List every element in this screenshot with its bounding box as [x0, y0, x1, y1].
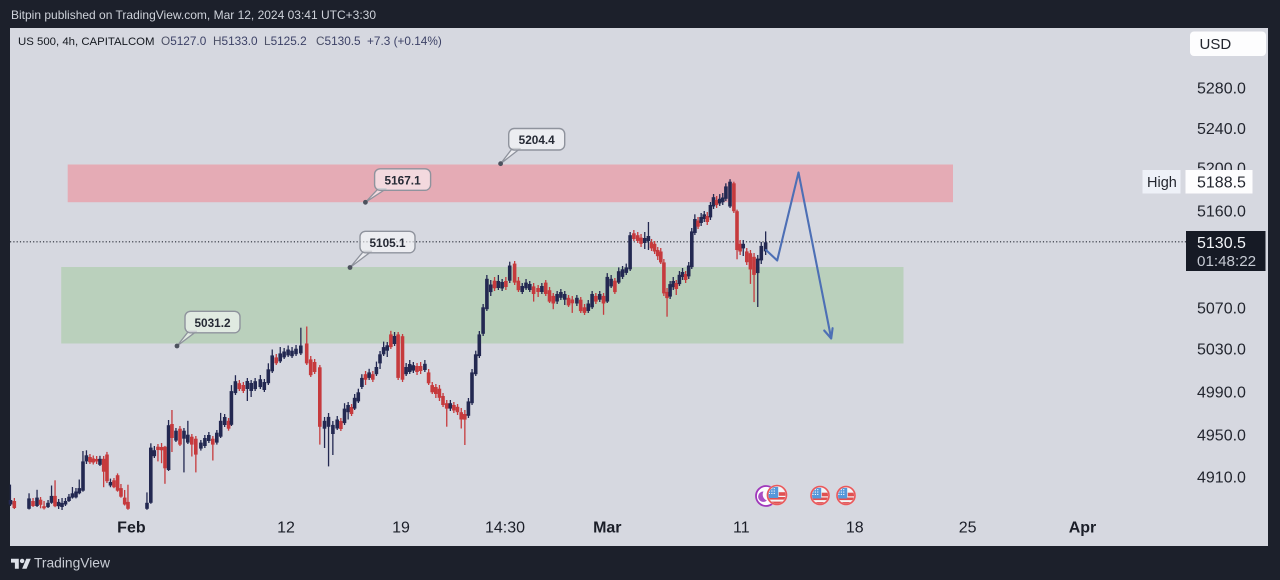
svg-text:O5127.0: O5127.0 [161, 34, 207, 48]
svg-text:Apr: Apr [1069, 520, 1097, 537]
svg-text:5188.5: 5188.5 [1197, 175, 1246, 192]
svg-text:Feb: Feb [117, 520, 146, 537]
svg-text:5280.0: 5280.0 [1197, 81, 1246, 98]
svg-text:12: 12 [277, 520, 295, 537]
svg-text:4910.0: 4910.0 [1197, 470, 1246, 487]
svg-text:4950.0: 4950.0 [1197, 428, 1246, 445]
svg-text:5031.2: 5031.2 [194, 316, 231, 330]
svg-text:TradingView: TradingView [34, 556, 110, 571]
svg-text:US 500, 4h, CAPITALCOM: US 500, 4h, CAPITALCOM [18, 36, 155, 48]
svg-text:14:30: 14:30 [485, 520, 525, 537]
svg-text:01:48:22: 01:48:22 [1197, 253, 1256, 270]
svg-text:Bitpin published on TradingVie: Bitpin published on TradingView.com, Mar… [11, 8, 376, 22]
svg-text:L5125.2: L5125.2 [264, 34, 307, 48]
svg-text:5030.0: 5030.0 [1197, 342, 1246, 359]
svg-text:25: 25 [959, 520, 977, 537]
svg-text:Mar: Mar [593, 520, 621, 537]
svg-text:C5130.5: C5130.5 [316, 34, 361, 48]
svg-text:H5133.0: H5133.0 [213, 34, 258, 48]
svg-text:18: 18 [846, 520, 864, 537]
svg-text:5167.1: 5167.1 [385, 173, 422, 187]
svg-text:4990.0: 4990.0 [1197, 385, 1246, 402]
svg-text:5070.0: 5070.0 [1197, 301, 1246, 318]
svg-text:5105.1: 5105.1 [369, 236, 406, 250]
svg-text:5160.0: 5160.0 [1197, 204, 1246, 221]
svg-text:+7.3 (+0.14%): +7.3 (+0.14%) [367, 34, 442, 48]
svg-text:19: 19 [392, 520, 410, 537]
svg-text:5204.4: 5204.4 [519, 133, 556, 147]
svg-text:USD: USD [1200, 36, 1232, 53]
svg-text:High: High [1147, 175, 1177, 191]
svg-text:5130.5: 5130.5 [1197, 235, 1246, 252]
svg-text:5240.0: 5240.0 [1197, 121, 1246, 138]
svg-text:11: 11 [733, 520, 750, 537]
